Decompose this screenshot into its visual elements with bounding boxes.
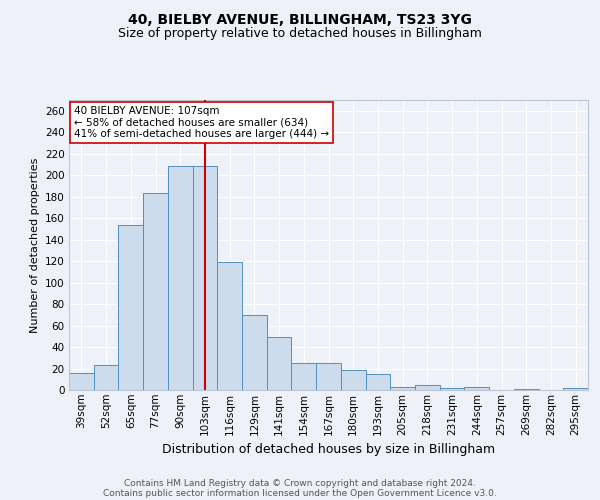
Text: Contains public sector information licensed under the Open Government Licence v3: Contains public sector information licen… (103, 488, 497, 498)
Text: 40, BIELBY AVENUE, BILLINGHAM, TS23 3YG: 40, BIELBY AVENUE, BILLINGHAM, TS23 3YG (128, 12, 472, 26)
Bar (143, 194, 168, 390)
Bar (390, 387, 415, 390)
Bar (316, 363, 341, 390)
Bar (464, 387, 489, 390)
Text: Contains HM Land Registry data © Crown copyright and database right 2024.: Contains HM Land Registry data © Crown c… (124, 478, 476, 488)
Bar (341, 370, 365, 390)
Bar (563, 388, 588, 390)
Bar (415, 384, 440, 390)
Bar (94, 366, 118, 390)
Bar (118, 224, 143, 390)
Bar (69, 373, 94, 390)
X-axis label: Distribution of detached houses by size in Billingham: Distribution of detached houses by size … (162, 443, 495, 456)
Bar (440, 388, 464, 390)
Y-axis label: Number of detached properties: Number of detached properties (29, 158, 40, 332)
Bar (217, 262, 242, 390)
Bar (365, 374, 390, 390)
Bar (242, 315, 267, 390)
Bar (514, 389, 539, 390)
Text: 40 BIELBY AVENUE: 107sqm
← 58% of detached houses are smaller (634)
41% of semi-: 40 BIELBY AVENUE: 107sqm ← 58% of detach… (74, 106, 329, 139)
Bar (168, 166, 193, 390)
Text: Size of property relative to detached houses in Billingham: Size of property relative to detached ho… (118, 28, 482, 40)
Bar (193, 166, 217, 390)
Bar (267, 338, 292, 390)
Bar (292, 363, 316, 390)
